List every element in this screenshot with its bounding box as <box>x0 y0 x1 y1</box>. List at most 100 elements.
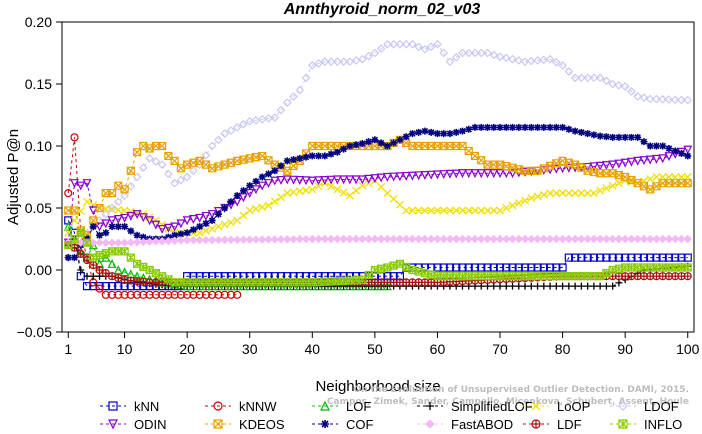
data-point <box>145 216 155 226</box>
series-line <box>68 139 688 237</box>
data-point <box>89 260 98 270</box>
data-point <box>395 39 405 49</box>
data-point <box>389 194 398 203</box>
data-point <box>107 290 117 299</box>
data-point <box>208 224 217 233</box>
data-point <box>545 263 555 272</box>
data-point <box>214 235 223 245</box>
data-point <box>496 206 504 215</box>
data-point <box>233 290 242 299</box>
data-point <box>239 211 248 220</box>
data-point <box>558 263 567 272</box>
data-point <box>252 204 260 213</box>
data-point <box>77 266 85 274</box>
data-point <box>177 230 185 238</box>
data-point <box>445 234 455 244</box>
data-point <box>414 171 424 181</box>
x-axis-label: Neighborhood size <box>315 378 440 395</box>
data-point <box>433 39 442 49</box>
data-point <box>151 237 161 246</box>
data-point <box>82 282 92 291</box>
data-point <box>496 123 504 131</box>
data-point <box>664 95 674 104</box>
data-point <box>645 94 655 104</box>
data-point <box>565 125 573 133</box>
data-point <box>176 219 186 229</box>
data-point <box>683 253 692 262</box>
data-point <box>89 272 97 280</box>
data-point <box>314 234 323 244</box>
x-tick-label: 60 <box>430 341 446 357</box>
data-point <box>677 149 685 157</box>
data-point <box>233 192 241 200</box>
data-point <box>346 142 354 150</box>
data-point <box>89 223 97 231</box>
data-point <box>383 39 392 49</box>
data-point <box>307 176 317 186</box>
data-point <box>533 234 542 244</box>
data-point <box>602 269 611 278</box>
data-point <box>201 211 211 221</box>
data-point <box>314 59 323 68</box>
data-point <box>495 169 505 179</box>
data-point <box>182 216 192 226</box>
data-point <box>470 234 480 244</box>
data-point <box>407 171 417 181</box>
data-point <box>238 193 248 203</box>
data-point <box>207 235 217 245</box>
data-point <box>633 92 643 101</box>
data-point <box>683 145 693 155</box>
data-point <box>534 123 542 131</box>
data-point <box>182 172 192 182</box>
data-point <box>232 123 242 132</box>
data-point <box>76 181 86 191</box>
data-point <box>258 203 267 212</box>
data-point <box>440 130 448 138</box>
data-point <box>489 169 499 179</box>
data-point <box>452 206 461 215</box>
data-point <box>95 282 104 291</box>
data-point <box>684 152 692 160</box>
data-point <box>445 263 455 272</box>
data-point <box>596 186 605 195</box>
data-point <box>602 282 610 290</box>
data-point <box>401 39 411 49</box>
data-point <box>270 176 280 186</box>
data-point <box>614 253 624 262</box>
data-point <box>614 80 624 90</box>
data-point <box>527 263 536 272</box>
data-point <box>139 290 148 299</box>
data-point <box>333 185 342 194</box>
y-tick-label: 0.10 <box>25 138 52 154</box>
data-point <box>508 234 517 244</box>
data-point <box>401 234 411 244</box>
data-point <box>364 51 373 61</box>
legend: kNN kNNW LOF SimplifiedLOF LoOP LDOF ODIN KDEOS… <box>100 399 682 432</box>
data-point <box>477 263 486 272</box>
data-point <box>596 253 605 262</box>
data-point <box>627 87 636 96</box>
data-point <box>671 253 680 262</box>
data-point <box>396 136 404 144</box>
data-point <box>308 234 317 244</box>
data-point <box>401 171 411 181</box>
data-point <box>107 203 117 213</box>
legend-label: LoOP <box>557 399 590 414</box>
data-point <box>439 263 448 272</box>
data-point <box>558 189 567 198</box>
data-point <box>364 234 373 244</box>
data-point <box>596 272 605 281</box>
data-point <box>577 234 586 244</box>
data-point <box>277 193 285 202</box>
data-point <box>64 254 72 262</box>
data-point <box>671 147 679 155</box>
data-point <box>270 113 280 122</box>
data-point <box>295 187 304 196</box>
legend-item-fastabod: FastABOD <box>417 417 513 432</box>
data-point <box>189 166 198 176</box>
data-point <box>138 163 148 173</box>
data-point <box>514 234 523 244</box>
data-point <box>220 220 229 229</box>
data-point <box>414 206 423 215</box>
